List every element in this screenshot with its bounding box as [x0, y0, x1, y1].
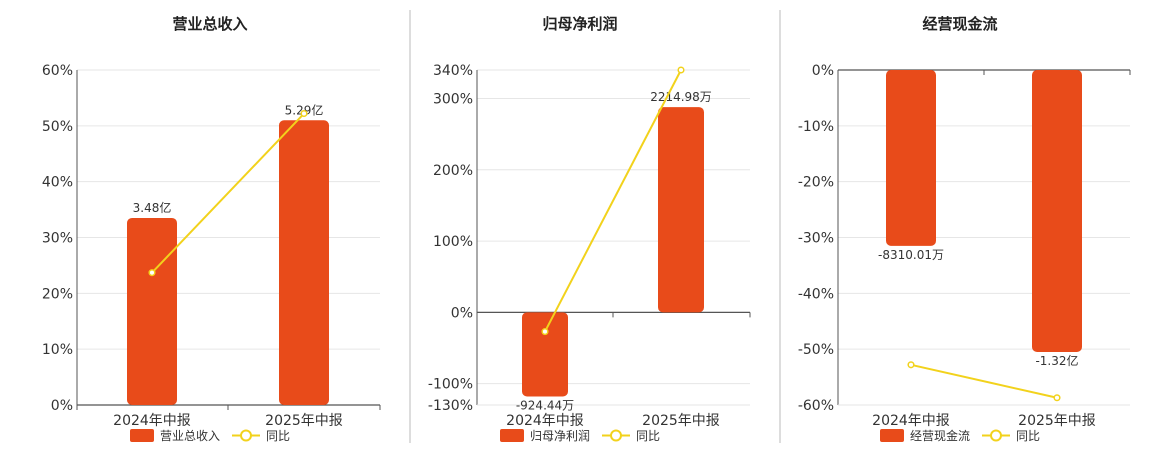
y-tick-label: -40% [798, 286, 834, 302]
yoy-point [907, 361, 915, 369]
bar-data-label: -1.32亿 [1035, 353, 1078, 368]
y-tick-label: 10% [42, 342, 73, 358]
legend-line-marker [990, 429, 1002, 442]
bar [1032, 70, 1082, 352]
y-tick-label: -20% [798, 175, 834, 191]
bar [658, 107, 704, 313]
bar-data-label: 2214.98万 [650, 90, 712, 104]
bar-data-label: -8310.01万 [878, 248, 944, 262]
y-tick-label: 0% [812, 63, 834, 79]
legend-line-label: 同比 [266, 429, 290, 443]
yoy-line [910, 363, 1058, 399]
legend-line-label: 同比 [1016, 429, 1040, 443]
bar-data-label: 3.48亿 [133, 200, 172, 215]
x-category-label: 2024年中报 [872, 413, 950, 429]
y-tick-label: 200% [433, 163, 473, 179]
legend-line-label: 同比 [636, 429, 660, 443]
y-tick-label: -60% [798, 398, 834, 414]
y-tick-label: 300% [433, 92, 473, 108]
y-tick-label: 0% [451, 305, 473, 321]
bar [886, 70, 936, 246]
y-tick-label: -30% [798, 231, 834, 247]
y-tick-label: 20% [42, 286, 73, 302]
y-tick-label: -100% [428, 377, 473, 393]
yoy-point [677, 66, 685, 74]
x-category-label: 2024年中报 [506, 413, 584, 429]
yoy-line [544, 69, 682, 333]
yoy-point [1053, 394, 1061, 402]
chart-title: 营业总收入 [172, 15, 247, 33]
y-tick-label: -10% [798, 119, 834, 135]
y-tick-label: 100% [433, 234, 473, 250]
bar [127, 217, 177, 405]
y-tick-label: -50% [798, 342, 834, 358]
y-tick-label: 30% [42, 231, 73, 247]
bar-data-label: -924.44万 [516, 398, 574, 412]
yoy-point [148, 269, 156, 277]
y-tick-label: 50% [42, 119, 73, 135]
yoy-line [151, 112, 305, 274]
y-tick-label: -130% [428, 398, 473, 414]
legend-line-marker [240, 429, 252, 442]
legend-bar-label: 归母净利润 [530, 429, 590, 443]
yoy-point [541, 328, 549, 336]
chart-title: 归母净利润 [542, 15, 617, 33]
legend-line-marker [610, 429, 622, 442]
y-tick-label: 40% [42, 175, 73, 191]
y-tick-label: 60% [42, 63, 73, 79]
x-category-label: 2025年中报 [642, 413, 720, 429]
x-category-label: 2025年中报 [1018, 413, 1096, 429]
legend-bar-label: 营业总收入 [160, 429, 220, 443]
bar-data-label: 5.29亿 [285, 102, 324, 117]
bar [522, 312, 568, 397]
yoy-point [300, 110, 308, 118]
x-category-label: 2024年中报 [113, 413, 191, 429]
bar [279, 120, 329, 405]
legend-bar-label: 经营现金流 [910, 428, 970, 443]
legend-bar-swatch [880, 429, 904, 442]
chart-title: 经营现金流 [922, 15, 997, 33]
y-tick-label: 0% [51, 398, 73, 414]
x-category-label: 2025年中报 [265, 413, 343, 429]
legend-bar-swatch [130, 429, 154, 442]
y-tick-label: 340% [433, 63, 473, 79]
legend-bar-swatch [500, 429, 524, 442]
